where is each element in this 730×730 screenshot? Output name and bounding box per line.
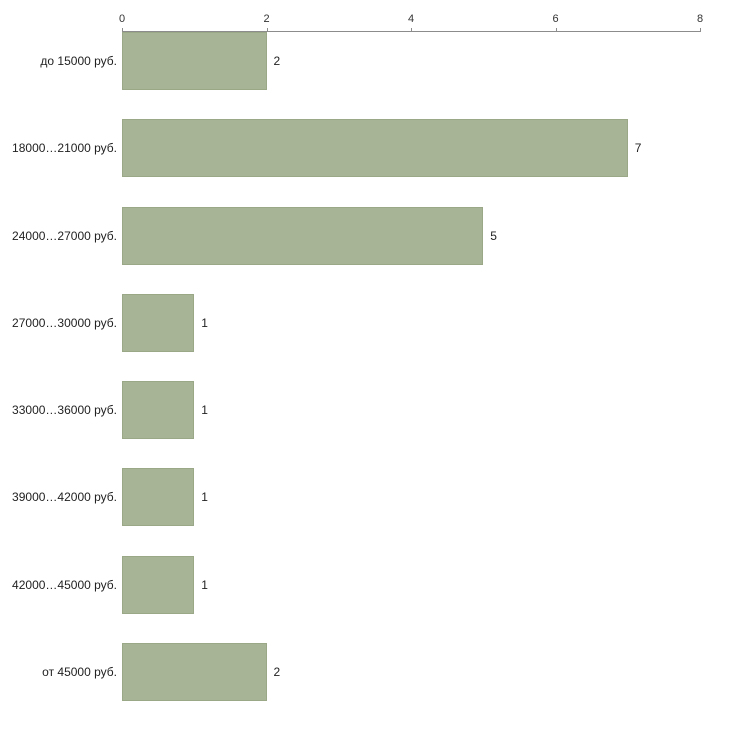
bar-value-label: 2 — [273, 54, 281, 68]
x-axis-tick-label: 2 — [263, 13, 270, 25]
x-axis-tick-label: 6 — [552, 13, 559, 25]
category-label: до 15000 руб. — [40, 54, 117, 68]
bar — [122, 32, 267, 90]
category-label-cell: 39000…42000 руб. — [0, 468, 122, 526]
chart-row: 27000…30000 руб. 1 — [0, 293, 730, 381]
chart-row: от 45000 руб. 2 — [0, 642, 730, 730]
category-label: 33000…36000 руб. — [12, 403, 117, 417]
axis-label-spacer — [0, 0, 122, 32]
bar-value-label: 1 — [201, 315, 208, 330]
x-axis-tick-label: 0 — [118, 13, 126, 25]
chart-row: 39000…42000 руб. 1 — [0, 468, 730, 555]
chart-row: 33000…36000 руб. 1 — [0, 381, 730, 468]
chart-rows: до 15000 руб. 2 18000…21000 руб. 7 24000…270… — [0, 32, 730, 730]
bar-track: 2 — [122, 642, 700, 701]
category-label: 24000…27000 руб. — [12, 228, 117, 243]
bar — [122, 381, 195, 439]
bar-value-label: 1 — [201, 403, 208, 417]
bar-track: 7 — [122, 119, 700, 178]
bar-value-label: 2 — [273, 664, 281, 679]
bar — [122, 642, 267, 701]
category-label-cell: до 15000 руб. — [0, 32, 122, 90]
bar-value-label: 1 — [201, 577, 208, 592]
chart-row: 18000…21000 руб. 7 — [0, 119, 730, 206]
bar-track: 5 — [122, 206, 700, 265]
category-label-cell: 27000…30000 руб. — [0, 294, 122, 352]
bar-track: 1 — [122, 555, 700, 614]
x-axis-tick — [700, 28, 701, 32]
bar — [122, 119, 628, 178]
x-axis-tick — [266, 28, 268, 32]
category-label: от 45000 руб. — [42, 664, 117, 679]
bar-value-label: 7 — [634, 141, 642, 156]
category-label-cell: 24000…27000 руб. — [0, 207, 122, 265]
chart-row: 42000…45000 руб. 1 — [0, 555, 730, 643]
x-axis-tick-label: 8 — [696, 13, 704, 25]
category-label-cell: от 45000 руб. — [0, 643, 122, 701]
bar — [122, 293, 195, 352]
x-axis: 0 2 4 6 8 — [0, 0, 730, 32]
x-axis-tick — [411, 28, 412, 32]
category-label-cell: 33000…36000 руб. — [0, 381, 122, 439]
x-axis-track: 0 2 4 6 8 — [118, 0, 704, 32]
x-axis-tick — [122, 28, 123, 32]
bar-track: 1 — [122, 468, 700, 527]
x-axis-tick-label: 4 — [407, 13, 415, 25]
bar — [122, 468, 195, 527]
category-label: 27000…30000 руб. — [12, 315, 117, 330]
category-label: 39000…42000 руб. — [12, 490, 117, 505]
x-axis-tick — [555, 28, 557, 32]
chart-row: до 15000 руб. 2 — [0, 32, 730, 119]
category-label: 18000…21000 руб. — [12, 141, 117, 156]
bar-track: 1 — [122, 381, 700, 439]
category-label-cell: 42000…45000 руб. — [0, 556, 122, 614]
bar-value-label: 5 — [490, 228, 497, 243]
bar-value-label: 1 — [201, 490, 208, 505]
bar-track: 1 — [122, 293, 700, 352]
bar-track: 2 — [122, 32, 700, 90]
bar — [122, 555, 195, 614]
category-label: 42000…45000 руб. — [12, 577, 117, 592]
category-label-cell: 18000…21000 руб. — [0, 119, 122, 177]
chart-row: 24000…27000 руб. 5 — [0, 206, 730, 294]
bar — [122, 206, 484, 265]
